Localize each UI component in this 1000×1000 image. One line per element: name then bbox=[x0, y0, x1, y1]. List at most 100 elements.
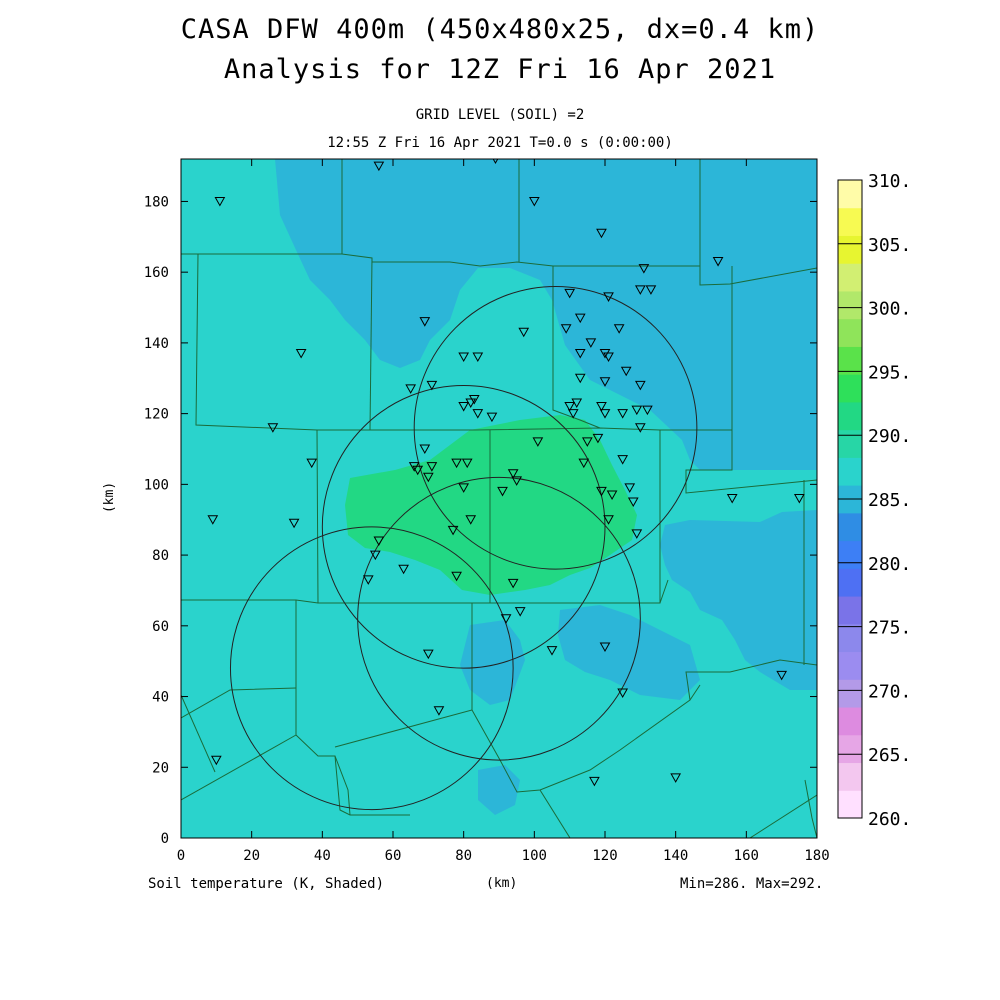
y-tick-label: 0 bbox=[161, 831, 169, 847]
station-marker bbox=[627, 497, 639, 508]
station-marker bbox=[451, 458, 462, 469]
colorbar-swatch bbox=[838, 790, 862, 819]
station-marker bbox=[578, 458, 590, 469]
radar-ring-3 bbox=[357, 476, 641, 761]
station-marker bbox=[585, 338, 597, 348]
station-marker bbox=[373, 161, 385, 172]
station-marker bbox=[776, 670, 788, 681]
field-description: Soil temperature (K, Shaded) bbox=[148, 876, 385, 892]
station-marker bbox=[599, 409, 611, 419]
station-marker bbox=[426, 462, 438, 472]
station-marker bbox=[497, 486, 508, 497]
colorbar-label: 260. bbox=[868, 809, 911, 830]
station-marker bbox=[295, 349, 307, 359]
colorbar-label: 275. bbox=[868, 618, 911, 639]
station-marker bbox=[571, 398, 583, 409]
y-axis-label: (km) bbox=[102, 481, 118, 514]
y-tick-label: 100 bbox=[144, 477, 169, 493]
station-marker bbox=[447, 525, 459, 536]
station-marker bbox=[518, 327, 530, 338]
colorbar-swatch bbox=[838, 235, 862, 264]
station-marker bbox=[433, 706, 445, 716]
station-marker bbox=[288, 518, 300, 529]
colorbar-swatch bbox=[838, 623, 862, 653]
station-marker bbox=[567, 409, 579, 419]
station-marker bbox=[603, 292, 614, 302]
station-marker bbox=[634, 380, 646, 391]
colorbar-swatch bbox=[838, 596, 862, 625]
colorbar-swatch bbox=[838, 180, 862, 209]
station-marker bbox=[564, 402, 576, 412]
soil-temp-cool-region-southeast bbox=[558, 605, 700, 700]
x-tick-label: 40 bbox=[314, 848, 331, 864]
colorbar-swatch bbox=[838, 457, 862, 486]
station-marker bbox=[603, 515, 614, 525]
y-tick-label: 140 bbox=[144, 336, 169, 352]
station-marker bbox=[412, 465, 424, 476]
y-tick-label: 120 bbox=[144, 407, 169, 423]
station-marker bbox=[465, 515, 477, 525]
station-marker bbox=[589, 776, 600, 787]
x-tick-label: 0 bbox=[177, 848, 185, 864]
station-marker bbox=[458, 352, 470, 363]
colorbar-swatch bbox=[838, 512, 862, 542]
chart-title-line1: CASA DFW 400m (450x480x25, dx=0.4 km) bbox=[180, 14, 820, 45]
y-tick-label: 160 bbox=[144, 265, 169, 281]
y-tick-label: 40 bbox=[152, 690, 169, 706]
x-tick-label: 160 bbox=[734, 848, 759, 864]
colorbar-swatch bbox=[838, 429, 862, 458]
station-marker bbox=[511, 476, 523, 486]
colorbar-swatch bbox=[838, 568, 862, 597]
soil-temp-cool-spot-north bbox=[440, 228, 465, 248]
station-marker bbox=[617, 688, 629, 699]
colorbar-swatch bbox=[838, 318, 862, 347]
station-marker bbox=[726, 494, 738, 504]
colorbar-label: 310. bbox=[868, 171, 911, 192]
station-marker bbox=[592, 433, 604, 444]
station-marker bbox=[528, 196, 540, 207]
colorbar-swatch bbox=[838, 374, 862, 403]
x-tick-label: 20 bbox=[243, 848, 260, 864]
station-marker bbox=[631, 405, 643, 416]
radar-ring-2 bbox=[413, 285, 698, 570]
colorbar-swatch bbox=[838, 540, 862, 569]
colorbar-swatch bbox=[838, 707, 862, 736]
radar-ring-0 bbox=[229, 526, 514, 811]
station-markers bbox=[207, 159, 805, 787]
y-tick-label: 20 bbox=[152, 760, 169, 776]
colorbar-swatch bbox=[838, 290, 862, 320]
x-tick-label: 60 bbox=[385, 848, 402, 864]
colorbar-swatch bbox=[838, 346, 862, 375]
station-marker bbox=[465, 398, 477, 409]
station-marker bbox=[532, 437, 544, 447]
station-marker bbox=[712, 257, 724, 267]
colorbar-swatch bbox=[838, 263, 862, 292]
station-marker bbox=[645, 285, 657, 295]
county-boundaries bbox=[181, 159, 817, 838]
x-tick-label: 120 bbox=[592, 848, 617, 864]
station-marker bbox=[362, 575, 374, 585]
x-tick-label: 80 bbox=[455, 848, 472, 864]
station-marker bbox=[210, 755, 222, 766]
station-marker bbox=[461, 458, 473, 469]
colorbar-label: 300. bbox=[868, 299, 911, 320]
colorbar-label: 285. bbox=[868, 490, 911, 511]
station-marker bbox=[422, 649, 434, 660]
station-marker bbox=[634, 285, 646, 295]
y-tick-label: 80 bbox=[152, 548, 169, 564]
y-tick-label: 60 bbox=[152, 619, 169, 635]
station-marker bbox=[564, 288, 576, 299]
soil-temp-cool-region-south bbox=[460, 620, 525, 705]
colorbar-swatch bbox=[838, 207, 862, 236]
station-marker bbox=[419, 444, 431, 455]
station-marker bbox=[267, 423, 279, 433]
station-marker bbox=[574, 313, 586, 324]
grid-level-label: GRID LEVEL (SOIL) =2 bbox=[415, 107, 585, 123]
valid-time-label: 12:55 Z Fri 16 Apr 2021 T=0.0 s (0:00:00… bbox=[327, 135, 673, 151]
y-tick-label: 180 bbox=[144, 194, 169, 210]
station-marker bbox=[486, 412, 498, 423]
station-marker bbox=[500, 614, 512, 624]
station-marker bbox=[596, 402, 607, 412]
station-marker bbox=[634, 423, 646, 433]
